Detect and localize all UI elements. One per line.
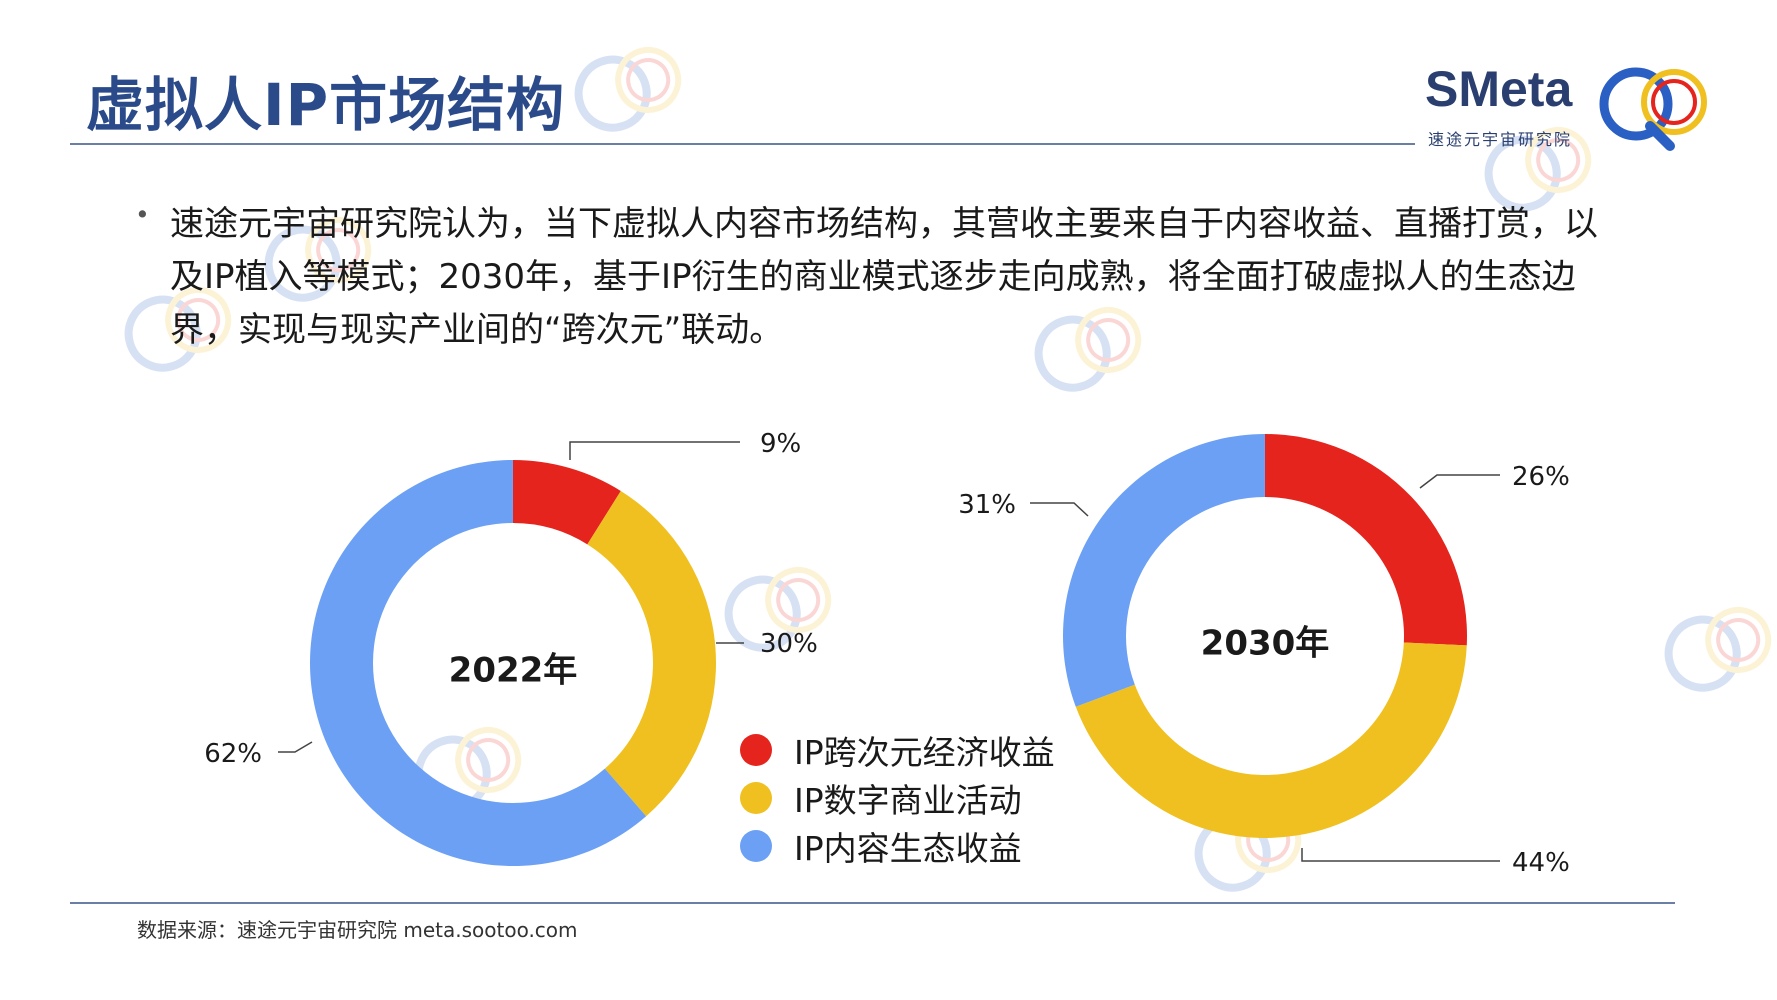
legend-item: IP数字商业活动 — [740, 774, 1055, 822]
legend-item: IP跨次元经济收益 — [740, 726, 1055, 774]
legend-swatch-blue — [740, 830, 772, 862]
legend-swatch-yellow — [740, 782, 772, 814]
chart-legend: IP跨次元经济收益 IP数字商业活动 IP内容生态收益 — [740, 726, 1055, 870]
data-label: 31% — [958, 490, 1016, 520]
leader-line — [1030, 502, 1089, 517]
legend-label: IP数字商业活动 — [794, 781, 1022, 820]
donut-slice-IP跨次元经济收益 — [513, 460, 621, 545]
donut-chart-2030年: 2030年 26% 44% 31% — [958, 434, 1570, 878]
bullet-marker: • — [135, 200, 150, 229]
title-divider — [70, 143, 1415, 145]
page-title: 虚拟人IP市场结构 — [86, 71, 566, 139]
data-label: 30% — [760, 629, 818, 659]
donut-slice-IP数字商业活动 — [587, 490, 716, 817]
donut-center-title: 2022年 — [449, 651, 578, 691]
donut-slice-IP内容生态收益 — [309, 460, 647, 866]
footer-divider — [70, 902, 1675, 904]
data-label: 44% — [1512, 848, 1570, 878]
legend-label: IP跨次元经济收益 — [794, 733, 1055, 772]
leader-line — [1301, 848, 1500, 862]
logo-text: SMeta — [1425, 61, 1573, 117]
data-source: 数据来源：速途元宇宙研究院 meta.sootoo.com — [137, 918, 578, 942]
leader-line — [278, 741, 313, 753]
data-label: 62% — [204, 739, 262, 769]
legend-item: IP内容生态收益 — [740, 822, 1055, 870]
brand-logo: SMeta 速途元宇宙研究院 — [1420, 60, 1730, 152]
donut-slice-IP数字商业活动 — [1075, 642, 1467, 838]
leader-line — [569, 441, 740, 460]
legend-swatch-red — [740, 734, 772, 766]
data-label: 26% — [1512, 462, 1570, 492]
donut-chart-2022年: 2022年 9% 30% 62% — [204, 429, 818, 866]
logo-subtitle: 速途元宇宙研究院 — [1428, 130, 1573, 149]
leader-line — [1419, 474, 1500, 489]
donut-slice-IP内容生态收益 — [1063, 434, 1265, 707]
data-label: 9% — [760, 429, 801, 459]
donut-center-title: 2030年 — [1201, 624, 1330, 664]
legend-label: IP内容生态收益 — [794, 829, 1022, 868]
summary-paragraph: 速途元宇宙研究院认为，当下虚拟人内容市场结构，其营收主要来自于内容收益、直播打赏… — [170, 204, 1598, 350]
donut-slice-IP跨次元经济收益 — [1265, 434, 1467, 646]
logo-rings-icon — [1599, 67, 1707, 151]
